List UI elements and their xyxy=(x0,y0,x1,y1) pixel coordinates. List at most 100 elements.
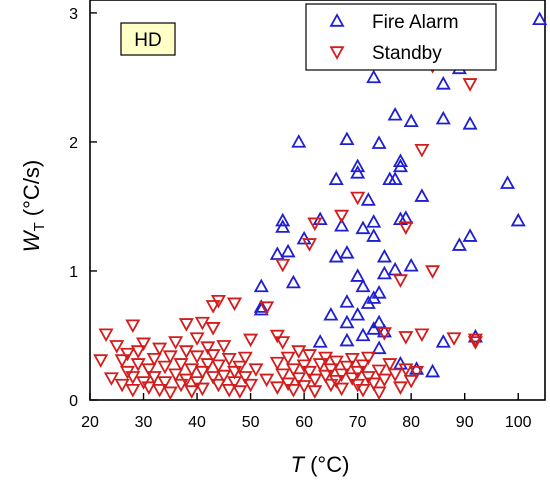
data-point-standby xyxy=(178,318,194,332)
x-tick-label: 50 xyxy=(242,414,260,431)
x-tick-label: 40 xyxy=(188,414,206,431)
data-point-standby xyxy=(189,376,205,390)
x-axis-symbol: T xyxy=(291,452,306,477)
panel-tag: HD xyxy=(120,22,176,56)
data-point-standby xyxy=(376,373,392,388)
data-marks xyxy=(93,11,548,401)
y-axis-subscript: T xyxy=(31,222,48,231)
data-point-fire-alarm xyxy=(296,230,312,245)
data-point-fire-alarm xyxy=(403,113,419,127)
panel-tag-label: HD xyxy=(134,30,161,51)
data-point-standby xyxy=(280,351,296,366)
data-point-standby xyxy=(146,353,162,367)
data-point-fire-alarm xyxy=(350,158,366,173)
y-tick-label: 2 xyxy=(69,135,78,152)
data-point-fire-alarm xyxy=(312,334,328,348)
data-point-fire-alarm xyxy=(366,69,382,84)
data-point-fire-alarm xyxy=(339,332,355,347)
data-point-standby xyxy=(157,376,173,390)
data-point-fire-alarm xyxy=(387,106,403,121)
data-point-standby xyxy=(189,332,205,346)
data-point-fire-alarm xyxy=(360,192,376,206)
y-axis-unit: (°C/s) xyxy=(19,160,44,216)
x-tick-label: 70 xyxy=(349,414,367,431)
data-point-standby xyxy=(355,359,371,374)
data-point-standby xyxy=(194,316,210,331)
data-point-standby xyxy=(382,358,398,372)
data-point-standby xyxy=(462,78,478,92)
data-point-fire-alarm xyxy=(275,212,291,227)
data-point-fire-alarm xyxy=(291,134,307,148)
data-point-standby xyxy=(403,374,419,389)
data-point-fire-alarm xyxy=(253,299,269,313)
data-point-standby xyxy=(301,349,318,363)
data-point-standby xyxy=(334,382,350,397)
data-point-fire-alarm xyxy=(350,306,366,321)
data-point-standby xyxy=(125,371,141,385)
data-point-standby xyxy=(200,358,216,372)
data-point-fire-alarm xyxy=(532,11,548,26)
data-point-fire-alarm xyxy=(435,76,451,90)
x-tick-label: 20 xyxy=(81,414,99,431)
data-point-standby xyxy=(152,342,168,357)
data-point-standby xyxy=(194,365,210,380)
data-point-standby xyxy=(334,209,350,224)
legend-label-standby: Standby xyxy=(372,43,442,64)
data-point-standby xyxy=(296,359,312,374)
y-tick-label: 0 xyxy=(69,393,78,410)
y-tick-label: 1 xyxy=(69,264,78,281)
data-point-standby xyxy=(301,365,318,380)
data-point-fire-alarm xyxy=(408,361,425,375)
data-point-standby xyxy=(350,191,366,206)
data-point-standby xyxy=(189,350,205,364)
data-point-standby xyxy=(446,332,462,346)
data-point-fire-alarm xyxy=(425,363,441,378)
data-point-standby xyxy=(243,378,259,393)
legend: Fire Alarm Standby xyxy=(305,3,497,71)
data-point-fire-alarm xyxy=(403,257,419,272)
data-point-fire-alarm xyxy=(360,295,376,309)
x-tick-label: 100 xyxy=(505,414,532,431)
data-point-fire-alarm xyxy=(467,328,483,343)
data-point-standby xyxy=(307,373,323,388)
data-point-standby xyxy=(467,333,483,348)
data-point-fire-alarm xyxy=(462,116,478,130)
data-point-standby xyxy=(109,340,125,354)
data-point-standby xyxy=(243,333,259,348)
data-point-fire-alarm xyxy=(387,261,403,276)
data-point-standby xyxy=(216,340,232,354)
data-point-standby xyxy=(408,365,425,380)
data-point-standby xyxy=(269,356,285,371)
data-point-standby xyxy=(125,319,141,334)
data-point-fire-alarm xyxy=(435,334,451,348)
y-axis-symbol: W xyxy=(19,229,44,252)
data-point-fire-alarm xyxy=(414,188,430,202)
data-point-standby xyxy=(398,331,414,345)
data-point-standby xyxy=(184,385,200,399)
data-point-standby xyxy=(232,385,248,399)
data-point-standby xyxy=(205,300,221,314)
data-point-fire-alarm xyxy=(323,306,339,321)
data-point-fire-alarm xyxy=(451,237,467,251)
data-point-fire-alarm xyxy=(355,278,371,293)
data-point-standby xyxy=(146,371,162,385)
data-point-fire-alarm xyxy=(376,248,392,263)
x-tick-label: 80 xyxy=(402,414,420,431)
x-tick-label: 30 xyxy=(135,414,153,431)
legend-label-fire-alarm: Fire Alarm xyxy=(372,12,459,33)
data-point-standby xyxy=(226,297,243,312)
panel-tag-box xyxy=(120,22,176,56)
data-point-fire-alarm xyxy=(366,321,382,335)
data-point-standby xyxy=(275,368,291,383)
x-axis-label: T (°C) xyxy=(291,452,350,477)
y-axis-label: WT (°C/s) xyxy=(19,160,48,253)
data-point-standby xyxy=(398,221,414,235)
data-point-standby xyxy=(237,351,253,366)
data-point-standby xyxy=(387,368,403,383)
data-point-standby xyxy=(119,347,136,362)
data-point-standby xyxy=(162,350,178,364)
data-point-fire-alarm xyxy=(392,158,409,173)
data-point-standby xyxy=(360,351,376,366)
plot-frame xyxy=(89,0,546,401)
